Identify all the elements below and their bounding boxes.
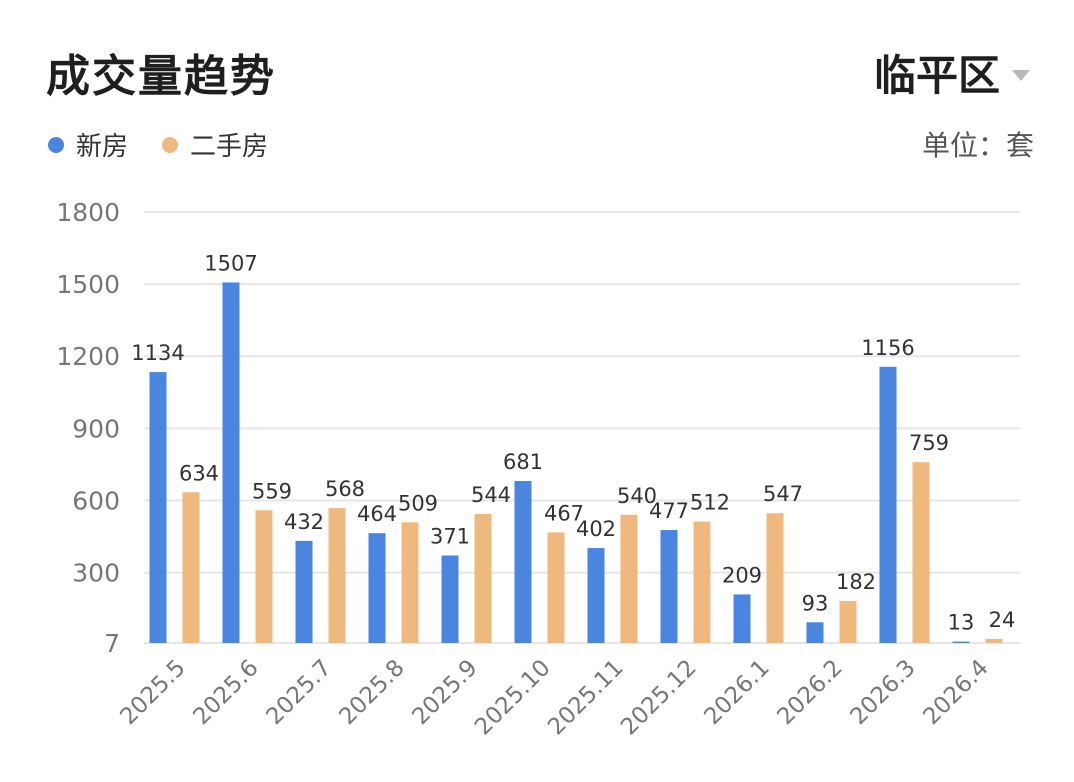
x-tick-label: 2025.8 (334, 655, 409, 730)
data-label-new-home: 13 (948, 611, 975, 635)
bar-second-hand (620, 514, 638, 643)
y-tick-label: 300 (72, 559, 120, 588)
bar-new-home (879, 366, 897, 643)
data-label-second-hand: 512 (690, 491, 730, 515)
y-tick-label: 1800 (56, 198, 120, 227)
x-tick-label: 2025.11 (543, 655, 629, 741)
data-label-second-hand: 547 (763, 482, 803, 506)
x-tick-label: 2025.5 (115, 655, 190, 730)
bar-second-hand (547, 532, 565, 643)
bar-new-home (295, 540, 313, 643)
bar-new-home (660, 530, 678, 643)
data-label-new-home: 1507 (204, 251, 257, 275)
chevron-down-icon (1012, 70, 1030, 81)
data-label-new-home: 402 (576, 517, 616, 541)
bar-second-hand (839, 600, 857, 643)
data-label-new-home: 464 (357, 502, 397, 526)
data-label-second-hand: 467 (544, 501, 584, 525)
data-label-second-hand: 568 (325, 477, 365, 501)
bar-new-home (149, 372, 167, 643)
region-label: 临平区 (873, 51, 1000, 100)
bar-new-home (952, 641, 970, 643)
x-tick-label: 2026.3 (845, 655, 920, 730)
bar-second-hand (985, 638, 1003, 643)
bar-new-home (587, 548, 605, 643)
data-label-second-hand: 24 (989, 608, 1016, 632)
y-tick-label: 600 (72, 486, 120, 515)
x-tick-label: 2026.4 (918, 655, 993, 730)
x-tick-label: 2025.6 (188, 655, 263, 730)
legend-item-new-home[interactable]: 新房 (48, 126, 128, 163)
bar-second-hand (182, 492, 200, 643)
bar-new-home (806, 622, 824, 643)
y-tick-label: 1500 (56, 270, 120, 299)
bar-second-hand (255, 510, 273, 643)
y-tick-label: 7 (104, 629, 120, 658)
x-tick-label: 2026.1 (699, 655, 774, 730)
chart-title: 成交量趋势 (46, 51, 276, 102)
data-label-new-home: 432 (284, 510, 324, 534)
legend: 新房 二手房 (48, 126, 268, 163)
data-label-second-hand: 540 (617, 484, 657, 508)
legend-label-new-home: 新房 (76, 132, 129, 162)
legend-item-second-hand[interactable]: 二手房 (162, 126, 268, 163)
bar-new-home (733, 594, 751, 643)
data-label-second-hand: 634 (179, 461, 219, 485)
bar-second-hand (693, 521, 711, 643)
data-label-second-hand: 544 (471, 483, 511, 507)
bar-second-hand (766, 513, 784, 643)
legend-swatch-second-hand (162, 136, 179, 153)
x-tick-label: 2025.9 (407, 655, 482, 730)
legend-swatch-new-home (48, 136, 64, 153)
data-label-second-hand: 559 (252, 479, 292, 503)
data-label-second-hand: 509 (398, 491, 438, 515)
bar-second-hand (474, 513, 492, 643)
bar-second-hand (912, 462, 930, 643)
data-label-new-home: 1156 (861, 336, 914, 360)
data-label-second-hand: 182 (836, 570, 876, 594)
data-label-new-home: 209 (722, 563, 762, 587)
bar-second-hand (401, 522, 419, 643)
data-label-new-home: 477 (649, 499, 689, 523)
legend-label-second-hand: 二手房 (190, 132, 269, 162)
data-label-second-hand: 759 (909, 431, 949, 455)
data-label-new-home: 371 (430, 525, 470, 549)
x-tick-label: 2026.2 (772, 655, 847, 730)
bar-second-hand (328, 508, 346, 643)
bar-new-home (368, 533, 386, 643)
y-tick-label: 1200 (56, 342, 120, 371)
y-tick-label: 900 (72, 414, 120, 443)
bar-new-home (441, 555, 459, 643)
x-tick-label: 2025.7 (261, 655, 336, 730)
unit-label: 单位：套 (921, 129, 1034, 162)
data-label-new-home: 681 (503, 450, 543, 474)
data-label-new-home: 1134 (131, 341, 184, 365)
bar-new-home (514, 480, 532, 643)
data-label-new-home: 93 (802, 591, 829, 615)
x-tick-label: 2025.10 (470, 655, 556, 741)
x-tick-label: 2025.12 (616, 655, 702, 741)
bar-new-home (222, 282, 240, 643)
region-selector[interactable]: 临平区 (874, 42, 1030, 103)
